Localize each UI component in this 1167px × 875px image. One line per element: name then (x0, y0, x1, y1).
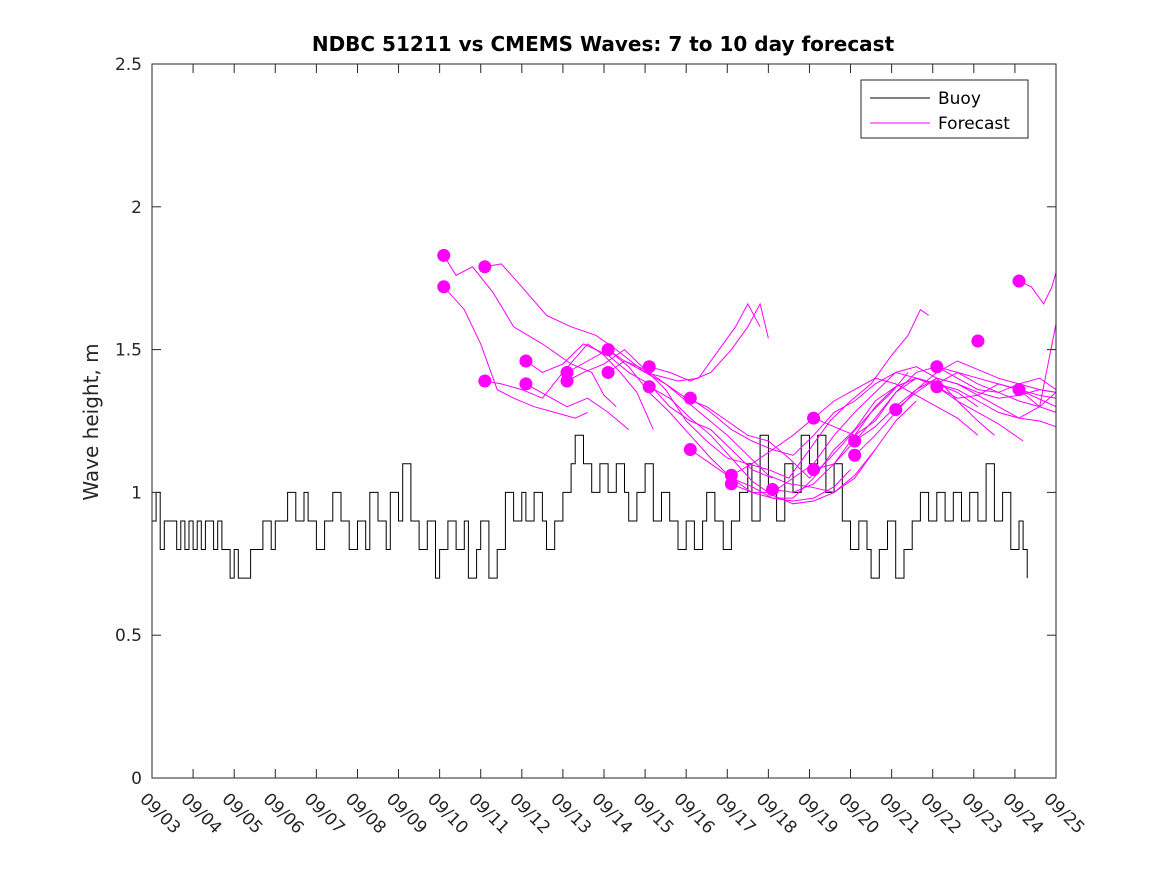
forecast-marker-10 (601, 365, 615, 379)
y-tick-label: 2 (131, 198, 142, 218)
legend-box (860, 79, 1029, 139)
forecast-line-12 (648, 386, 917, 505)
y-tick-label: 0.5 (115, 626, 142, 646)
forecast-line-1 (443, 255, 617, 408)
forecast-marker-24 (930, 380, 944, 394)
forecast-marker-14 (683, 443, 697, 457)
forecast-line-16 (731, 371, 1057, 493)
forecast-marker-18 (807, 411, 821, 425)
plot-area (152, 64, 1057, 778)
buoy-line (152, 434, 1028, 579)
forecast-marker-22 (889, 403, 903, 417)
y-tick-label: 1.5 (115, 341, 142, 361)
forecast-marker-13 (683, 391, 697, 405)
y-tick-label: 1 (131, 483, 142, 503)
plot-background (152, 64, 1056, 778)
forecast-line-8 (566, 348, 909, 479)
forecast-marker-23 (930, 360, 944, 374)
forecast-marker-3 (478, 260, 492, 274)
forecast-marker-9 (601, 343, 615, 357)
y-tick-label: 2.5 (115, 55, 142, 75)
forecast-line-2 (443, 286, 588, 419)
forecast-marker-2 (437, 280, 451, 294)
forecast-line-15 (731, 377, 979, 476)
forecast-marker-19 (807, 463, 821, 477)
forecast-marker-16 (724, 477, 738, 491)
chart-title: NDBC 51211 vs CMEMS Waves: 7 to 10 day f… (312, 32, 895, 56)
forecast-marker-26 (1012, 274, 1026, 288)
forecast-marker-1 (437, 248, 451, 262)
forecast-line-22 (895, 377, 1057, 410)
forecast-line-3 (484, 263, 761, 382)
forecast-marker-8 (560, 374, 574, 388)
legend: Buoy Forecast (860, 79, 1029, 139)
forecast-line-11 (649, 302, 769, 382)
forecast-line-7 (566, 348, 851, 502)
forecast-line-27 (1018, 389, 1057, 408)
forecast-marker-27 (1012, 383, 1026, 397)
forecast-marker-5 (519, 354, 533, 368)
forecast-line-21 (854, 360, 1057, 456)
forecast-marker-17 (765, 483, 779, 497)
forecast-line-26 (1018, 272, 1057, 305)
forecast-line-9 (607, 349, 876, 493)
forecast-marker-12 (642, 380, 656, 394)
legend-buoy-label: Buoy (938, 89, 981, 109)
forecast-marker-25 (971, 334, 985, 348)
forecast-line-13 (690, 366, 995, 456)
forecast-marker-6 (519, 377, 533, 391)
forecast-marker-21 (848, 448, 862, 462)
forecast-line-24 (936, 386, 1024, 442)
forecast-marker-4 (478, 374, 492, 388)
y-tick-label: 0 (131, 769, 142, 789)
legend-forecast-label: Forecast (938, 114, 1010, 134)
forecast-line-23 (936, 366, 1057, 399)
forecast-marker-20 (848, 434, 862, 448)
y-axis-label: Wave height, m (79, 343, 103, 500)
forecast-line-6 (525, 383, 630, 430)
forecast-line-4 (484, 343, 654, 430)
forecast-line-10 (607, 308, 929, 479)
forecast-marker-11 (642, 360, 656, 374)
